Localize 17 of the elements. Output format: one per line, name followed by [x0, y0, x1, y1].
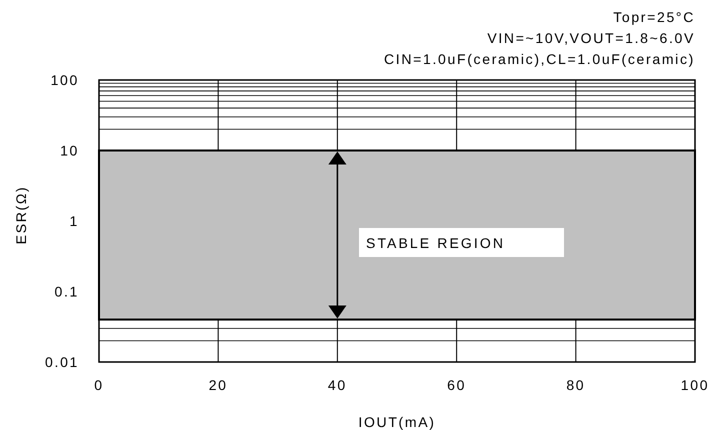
text: Topr=25°C: [613, 9, 695, 25]
y-axis-title: ESR(Ω): [13, 186, 29, 244]
y-tick-label: 0.01: [45, 354, 79, 370]
x-tick-label: 20: [208, 377, 228, 393]
band-label: STABLE REGION: [366, 235, 506, 251]
x-tick-label: 60: [447, 377, 466, 393]
x-tick-label: 0: [94, 377, 104, 393]
x-axis-title: IOUT(mA): [358, 414, 436, 430]
x-tick-label: 80: [566, 377, 586, 393]
y-tick-label: 10: [60, 142, 79, 158]
y-tick-label: 0.1: [54, 283, 79, 300]
x-tick-label: 40: [328, 377, 347, 393]
text: VIN=~10V,VOUT=1.8~6.0V: [487, 30, 695, 46]
y-tick-label: 100: [50, 72, 79, 88]
text: CIN=1.0uF(ceramic),CL=1.0uF(ceramic): [384, 51, 695, 67]
x-tick-label: 100: [680, 377, 710, 393]
y-tick-label: 1: [70, 212, 79, 229]
